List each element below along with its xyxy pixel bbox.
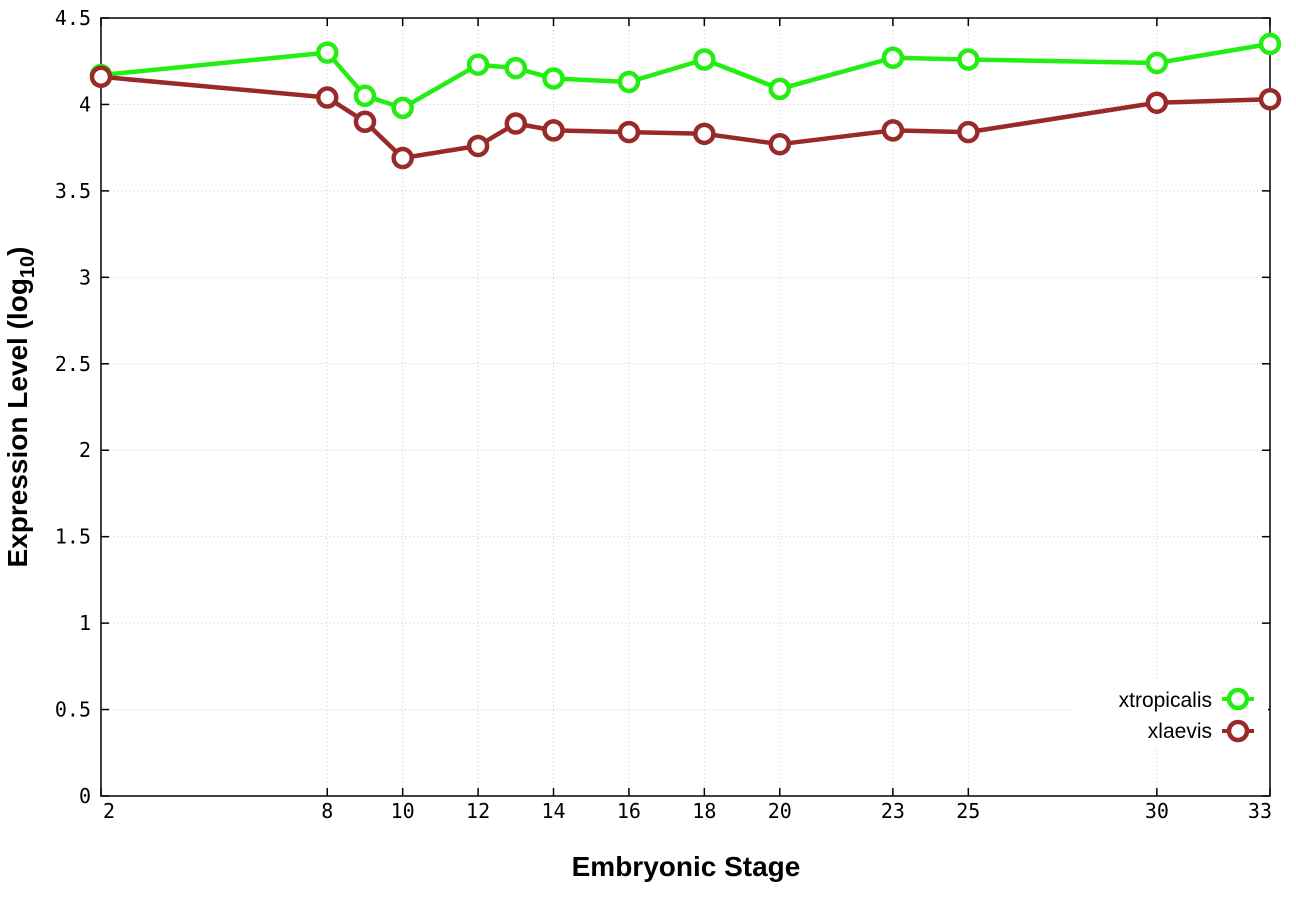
data-point-xlaevis <box>617 120 641 144</box>
y-tick-label: 3 <box>79 265 91 289</box>
x-axis-title: Embryonic Stage <box>572 851 801 882</box>
y-tick-label: 4 <box>79 92 91 116</box>
legend-label-xtropicalis: xtropicalis <box>1119 689 1212 712</box>
y-tick-label: 3.5 <box>55 179 91 203</box>
y-tick-label: 4.5 <box>55 6 91 30</box>
series-layer <box>89 32 1282 170</box>
legend: xtropicalis xlaevis <box>1119 687 1254 743</box>
x-tick-label: 25 <box>956 799 980 823</box>
axis-ticks: 0 0.5 1 1.5 2 2.5 3 3.5 4 4.5 2 8 10 12 14 16 18 20 23 25 30… <box>55 6 1272 823</box>
x-tick-label: 14 <box>541 799 565 823</box>
y-axis-title-close: ) <box>2 247 33 256</box>
y-tick-label: 0.5 <box>55 698 91 722</box>
data-point-xlaevis <box>768 132 792 156</box>
y-tick-label: 1.5 <box>55 525 91 549</box>
legend-marker-xtropicalis <box>1226 687 1250 711</box>
plot-frame <box>100 17 1271 797</box>
y-tick-label: 0 <box>79 784 91 808</box>
x-tick-label: 20 <box>768 799 792 823</box>
y-tick-label: 1 <box>79 611 91 635</box>
data-point-xlaevis <box>466 134 490 158</box>
x-tick-label: 2 <box>103 799 115 823</box>
data-point-xlaevis <box>89 65 113 89</box>
y-axis-title-subscript: 10 <box>17 256 39 278</box>
data-point-xtropicalis <box>316 41 339 64</box>
y-tick-label: 2 <box>79 438 91 462</box>
x-tick-label: 12 <box>466 799 490 823</box>
x-tick-label: 33 <box>1248 799 1272 823</box>
y-tick-label: 2.5 <box>55 352 91 376</box>
data-point-xtropicalis <box>957 48 980 71</box>
data-point-xlaevis <box>957 120 980 144</box>
x-tick-label: 18 <box>692 799 716 823</box>
data-point-xtropicalis <box>1258 32 1282 56</box>
series-xlaevis <box>89 65 1282 170</box>
series-line-xlaevis <box>100 74 1271 161</box>
data-point-xlaevis <box>504 112 528 135</box>
x-tick-label: 30 <box>1145 799 1169 823</box>
data-point-xlaevis <box>542 119 565 142</box>
series-xtropicalis <box>89 32 1282 120</box>
data-point-xtropicalis <box>542 67 565 90</box>
data-point-xlaevis <box>1258 88 1282 111</box>
x-tick-label: 16 <box>617 799 641 823</box>
data-point-xlaevis <box>1145 91 1169 114</box>
data-point-xtropicalis <box>353 84 377 108</box>
series-line-xtropicalis <box>100 41 1271 111</box>
data-point-xtropicalis <box>881 46 905 70</box>
data-point-xlaevis <box>881 119 905 142</box>
x-tick-label: 10 <box>391 799 415 823</box>
data-point-xtropicalis <box>391 96 414 120</box>
y-axis-title: Expression Level (log10) <box>2 247 39 568</box>
x-tick-label: 23 <box>881 799 905 823</box>
y-axis-title-main: Expression Level (log <box>2 278 33 567</box>
data-point-xtropicalis <box>504 56 528 80</box>
data-point-xtropicalis <box>693 48 716 71</box>
data-point-xtropicalis <box>617 70 641 94</box>
data-point-xlaevis <box>693 122 716 146</box>
gridlines <box>101 18 1270 796</box>
data-point-xlaevis <box>316 86 339 109</box>
data-point-xlaevis <box>353 110 377 133</box>
data-point-xtropicalis <box>466 53 490 76</box>
data-point-xtropicalis <box>768 77 792 101</box>
x-tick-label: 8 <box>321 799 333 823</box>
data-point-xlaevis <box>391 146 414 170</box>
data-point-xtropicalis <box>1145 51 1169 75</box>
legend-marker-xlaevis <box>1226 719 1250 743</box>
legend-label-xlaevis: xlaevis <box>1148 720 1212 743</box>
